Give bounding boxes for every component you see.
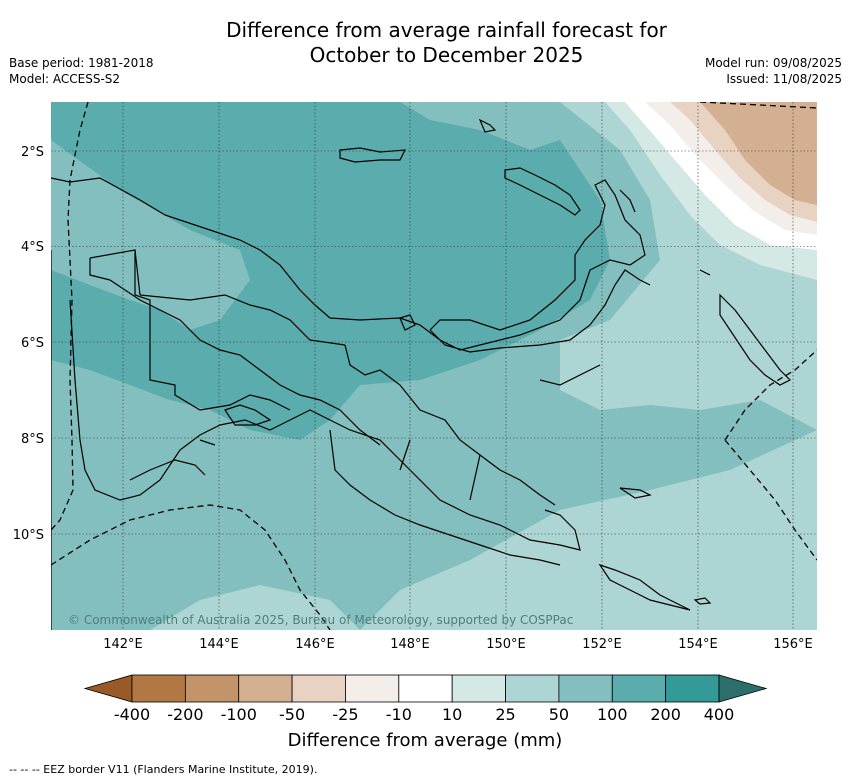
colorbar-tick-label: -10 bbox=[385, 705, 412, 724]
colorbar-swatch bbox=[291, 674, 346, 703]
band-100-200-north bbox=[51, 102, 610, 440]
meta-right: Model run: 09/08/2025 Issued: 11/08/2025 bbox=[705, 56, 842, 87]
eez-borders bbox=[51, 102, 817, 630]
colorbar-tick-label: 100 bbox=[596, 705, 628, 724]
lon-label: 150°E bbox=[486, 637, 526, 652]
title-line-1: Difference from average rainfall forecas… bbox=[226, 18, 667, 42]
copyright-text: © Commonwealth of Australia 2025, Bureau… bbox=[68, 613, 574, 627]
colorbar-tick-label: -400 bbox=[113, 705, 151, 724]
colorbar-tick-label: -25 bbox=[332, 705, 359, 724]
colorbar-tick-label: 25 bbox=[495, 705, 516, 724]
lat-label: 4°S bbox=[21, 240, 44, 255]
colorbar-tick-label: 400 bbox=[703, 705, 735, 724]
colorbar-swatch bbox=[238, 674, 293, 703]
colorbar-title: Difference from average (mm) bbox=[287, 730, 563, 751]
colorbar-swatch bbox=[558, 674, 613, 703]
longitude-labels: 142°E 144°E 146°E 148°E 150°E 152°E 154°… bbox=[103, 637, 813, 652]
colorbar-tick-label: -200 bbox=[167, 705, 204, 724]
map-area bbox=[51, 102, 817, 630]
latitude-labels: 2°S 4°S 6°S 8°S 10°S bbox=[13, 145, 44, 543]
lat-label: 2°S bbox=[21, 145, 44, 160]
colorbar-swatch bbox=[345, 674, 400, 703]
lon-label: 146°E bbox=[295, 637, 335, 652]
lon-label: 148°E bbox=[390, 637, 430, 652]
colorbar-extend-low bbox=[83, 674, 133, 703]
base-period-text: Base period: 1981-2018 bbox=[9, 56, 154, 70]
lon-label: 144°E bbox=[199, 637, 239, 652]
colorbar-tick-label: 200 bbox=[650, 705, 681, 724]
eez-legend-text: -- -- -- EEZ border V11 (Flanders Marine… bbox=[9, 763, 318, 776]
lon-label: 154°E bbox=[678, 637, 718, 652]
colorbar-extend-high bbox=[718, 674, 768, 703]
band-25-50-south bbox=[360, 430, 817, 630]
colorbar-tick-label: -50 bbox=[279, 705, 306, 724]
colorbar-swatch bbox=[665, 674, 720, 703]
colorbar-swatch bbox=[398, 674, 453, 703]
colorbar bbox=[83, 674, 768, 703]
colorbar-tick-label: 10 bbox=[441, 705, 463, 724]
band-50-100-north bbox=[400, 102, 560, 150]
issued-text: Issued: 11/08/2025 bbox=[726, 71, 842, 86]
model-text: Model: ACCESS-S2 bbox=[9, 71, 121, 86]
chart-title: Difference from average rainfall forecas… bbox=[0, 18, 850, 68]
lat-label: 8°S bbox=[21, 432, 44, 447]
colorbar-tick-label: 50 bbox=[548, 705, 570, 724]
lat-label: 10°S bbox=[13, 528, 44, 543]
gridlines bbox=[51, 102, 817, 630]
title-line-2: October to December 2025 bbox=[309, 43, 584, 67]
band-50-100-west bbox=[51, 140, 250, 330]
colorbar-swatch bbox=[451, 674, 506, 703]
colorbar-swatch bbox=[184, 674, 240, 703]
coastlines bbox=[51, 118, 792, 630]
meta-left: Base period: 1981-2018 Model: ACCESS-S2 bbox=[9, 56, 154, 87]
lat-label: 6°S bbox=[21, 336, 44, 351]
band-dry-minus50 bbox=[700, 102, 817, 205]
colorbar-swatch bbox=[505, 674, 560, 703]
lon-label: 156°E bbox=[773, 637, 813, 652]
colorbar-tick-labels: -400 -200 -100 -50 -25 -10 10 25 50 100 200 400 bbox=[0, 705, 850, 725]
colorbar-swatch bbox=[131, 674, 186, 703]
lon-label: 152°E bbox=[582, 637, 622, 652]
band-25-50-southwest bbox=[150, 585, 360, 630]
model-run-text: Model run: 09/08/2025 bbox=[704, 56, 842, 70]
lon-label: 142°E bbox=[103, 637, 143, 652]
colorbar-tick-label: -100 bbox=[220, 705, 257, 724]
colorbar-swatch bbox=[611, 674, 667, 703]
